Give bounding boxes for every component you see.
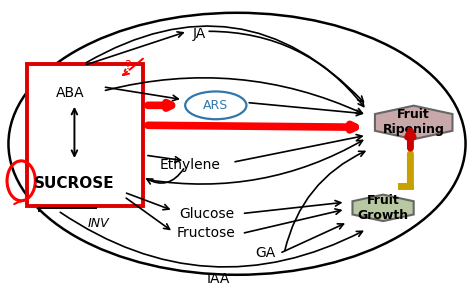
Text: ABA: ABA [55, 86, 84, 99]
Polygon shape [375, 106, 453, 139]
Text: INV: INV [87, 217, 109, 230]
Text: GA: GA [255, 247, 275, 260]
Text: SUCROSE: SUCROSE [34, 176, 115, 191]
Text: IAA: IAA [207, 272, 230, 286]
Text: ?: ? [124, 59, 131, 72]
Text: Ethylene: Ethylene [159, 158, 220, 172]
Text: Fruit
Ripening: Fruit Ripening [383, 108, 445, 136]
Text: ARS: ARS [203, 99, 228, 112]
FancyBboxPatch shape [27, 64, 143, 206]
Polygon shape [353, 194, 414, 221]
Text: Fruit
Growth: Fruit Growth [357, 194, 409, 222]
Text: Glucose: Glucose [179, 207, 234, 221]
Text: Fructose: Fructose [177, 227, 236, 240]
Text: JA: JA [192, 27, 206, 41]
